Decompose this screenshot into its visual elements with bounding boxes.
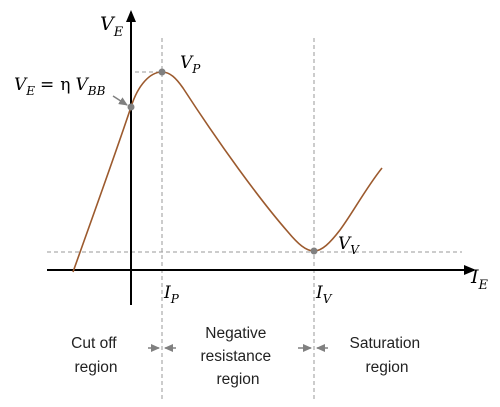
x-axis-label: IE xyxy=(470,266,489,293)
y-axis-label: VE xyxy=(100,13,124,40)
peak-point xyxy=(158,68,166,76)
intercept-voltage-label: VE = η VBB xyxy=(14,75,106,98)
intercept-pointer-arrow xyxy=(112,95,128,106)
characteristic-curve xyxy=(72,71,383,273)
negative-region-label: Negative resistance region xyxy=(201,325,276,388)
valley-current-label: IV xyxy=(315,283,333,306)
valley-voltage-label: VV xyxy=(338,234,360,257)
valley-point xyxy=(310,247,318,255)
saturation-region-label: Saturation region xyxy=(350,335,425,376)
peak-current-label: IP xyxy=(163,283,180,306)
peak-voltage-label: VP xyxy=(180,53,201,76)
intercept-point xyxy=(127,103,135,111)
cutoff-region-label: Cut off region xyxy=(71,335,121,376)
